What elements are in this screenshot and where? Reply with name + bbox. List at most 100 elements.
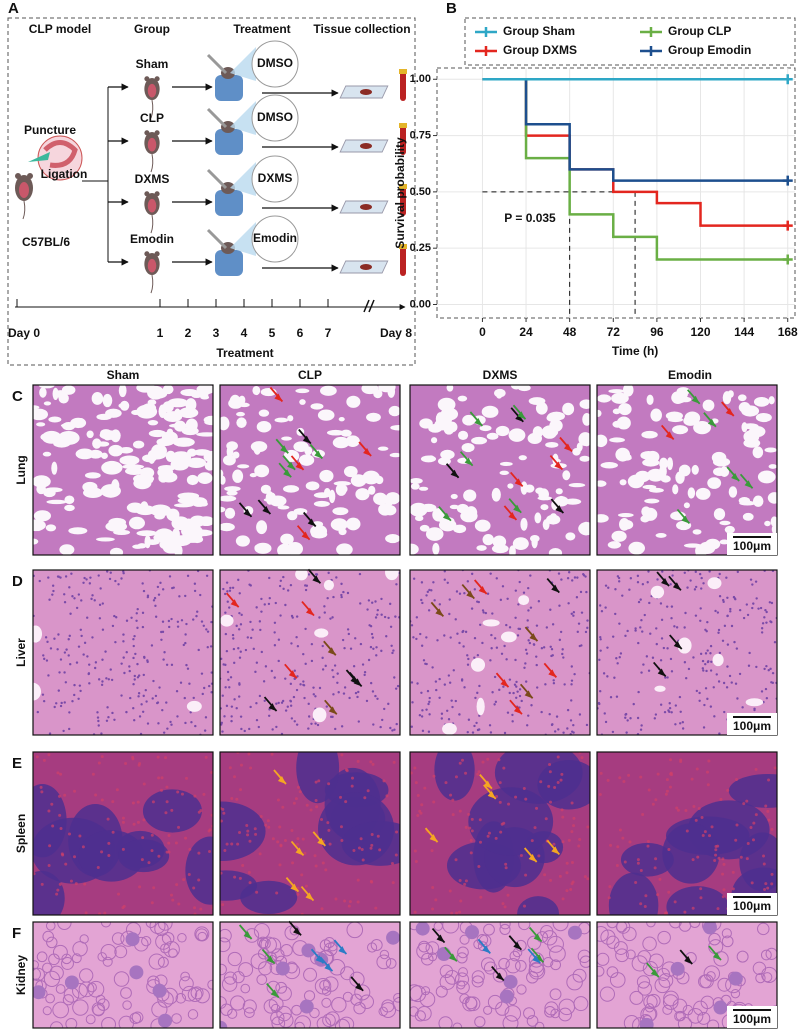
alveolus bbox=[619, 453, 632, 460]
scale-bar-bg bbox=[727, 1006, 777, 1028]
red-pulp bbox=[533, 826, 537, 830]
tubule bbox=[149, 922, 166, 934]
nucleus bbox=[340, 595, 343, 599]
red-pulp bbox=[664, 792, 668, 796]
red-pulp bbox=[627, 773, 631, 777]
alveolus bbox=[39, 387, 47, 398]
micrograph-frame bbox=[596, 751, 778, 916]
red-pulp bbox=[676, 808, 680, 812]
micrograph bbox=[410, 570, 590, 735]
red-pulp bbox=[324, 868, 328, 872]
nucleus bbox=[333, 664, 337, 667]
nucleus bbox=[527, 586, 530, 590]
nucleus bbox=[279, 614, 282, 617]
red-pulp bbox=[414, 859, 418, 863]
alveolus bbox=[293, 441, 309, 452]
red-pulp bbox=[716, 907, 720, 911]
nucleus bbox=[90, 597, 93, 601]
lesion-arrowhead bbox=[302, 435, 311, 444]
nucleus bbox=[224, 611, 227, 614]
mouse-treated bbox=[215, 75, 243, 101]
nucleus bbox=[230, 715, 233, 718]
tube bbox=[400, 71, 406, 101]
glomerulus bbox=[436, 947, 451, 962]
nucleus bbox=[77, 645, 81, 648]
timeline-day: 3 bbox=[213, 326, 220, 340]
alveolus bbox=[695, 487, 711, 500]
alveolus bbox=[147, 385, 165, 400]
nucleus bbox=[346, 591, 350, 595]
alveolus bbox=[648, 487, 664, 493]
red-pulp bbox=[454, 775, 458, 779]
nucleus bbox=[430, 589, 433, 592]
nucleus bbox=[418, 714, 422, 717]
nucleus bbox=[255, 606, 258, 609]
nucleus bbox=[238, 656, 242, 659]
alveolus bbox=[568, 483, 586, 488]
red-pulp bbox=[47, 863, 51, 867]
nucleus bbox=[293, 677, 296, 681]
nucleus bbox=[292, 695, 296, 699]
alveolus bbox=[256, 520, 268, 535]
nucleus bbox=[653, 717, 657, 720]
nucleus bbox=[312, 686, 315, 689]
alveolus bbox=[600, 461, 618, 469]
lesion-arrowhead bbox=[661, 578, 670, 587]
nucleus bbox=[254, 670, 257, 674]
tubule bbox=[677, 1016, 693, 1028]
red-pulp bbox=[50, 802, 54, 806]
nucleus bbox=[132, 656, 135, 660]
nucleus bbox=[768, 601, 772, 604]
nucleus bbox=[393, 728, 396, 731]
tubule bbox=[72, 999, 89, 1016]
nucleus bbox=[221, 730, 224, 733]
panel-letter: C bbox=[12, 388, 23, 405]
nucleus bbox=[196, 610, 199, 613]
red-pulp bbox=[608, 885, 612, 889]
red-pulp bbox=[507, 802, 511, 806]
nucleus bbox=[725, 686, 729, 689]
alveolus bbox=[298, 454, 315, 466]
glomerulus bbox=[386, 930, 400, 945]
red-pulp bbox=[571, 880, 575, 884]
nucleus bbox=[210, 671, 213, 674]
tubule bbox=[547, 935, 564, 953]
red-pulp bbox=[51, 824, 55, 828]
red-pulp bbox=[773, 766, 777, 770]
red-pulp bbox=[580, 756, 584, 760]
nucleus bbox=[393, 676, 396, 679]
nucleus bbox=[634, 627, 637, 630]
nucleus bbox=[235, 624, 238, 628]
alveolus bbox=[317, 409, 335, 421]
lesion-arrowhead bbox=[301, 531, 310, 540]
alveolus bbox=[482, 533, 494, 546]
nucleus bbox=[494, 700, 498, 704]
white-pulp bbox=[517, 896, 560, 915]
x-tick-label: 120 bbox=[690, 325, 710, 339]
glomerulus bbox=[503, 974, 518, 989]
red-pulp bbox=[762, 854, 766, 858]
nucleus bbox=[286, 705, 289, 708]
alveolus bbox=[105, 521, 128, 532]
nucleus bbox=[639, 626, 642, 629]
tubule bbox=[385, 958, 397, 969]
vessel bbox=[33, 625, 43, 643]
nucleus bbox=[513, 683, 517, 686]
nucleus bbox=[728, 674, 732, 678]
red-pulp bbox=[458, 879, 462, 883]
nucleus bbox=[101, 680, 104, 683]
tubule bbox=[71, 953, 82, 964]
alveolus bbox=[258, 409, 270, 417]
nucleus bbox=[168, 625, 171, 629]
nucleus bbox=[438, 696, 441, 699]
tubule bbox=[72, 941, 88, 957]
nucleus bbox=[67, 654, 70, 657]
nucleus bbox=[561, 648, 564, 651]
nucleus bbox=[736, 697, 739, 700]
tubule bbox=[79, 934, 89, 944]
red-pulp bbox=[320, 907, 324, 911]
red-pulp bbox=[33, 872, 36, 876]
nucleus bbox=[572, 611, 576, 614]
alveolus bbox=[40, 432, 57, 442]
tubule bbox=[471, 975, 484, 988]
